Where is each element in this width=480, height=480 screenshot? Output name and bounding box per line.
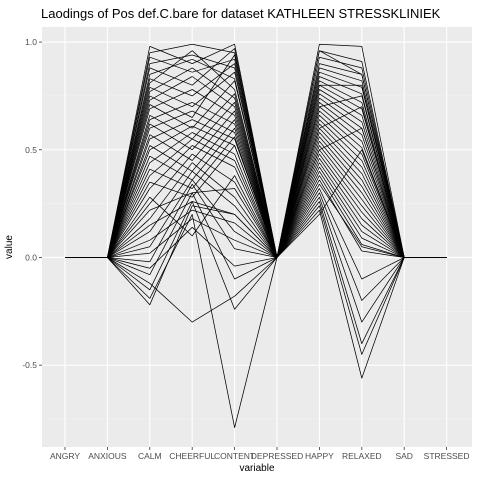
x-tick-label: ANGRY <box>50 451 80 461</box>
series-line-26 <box>65 138 447 258</box>
series-line-8 <box>65 50 447 258</box>
x-tick-label: CHEERFUL <box>169 451 215 461</box>
series-line-25 <box>65 136 447 258</box>
x-axis-title: variable <box>239 463 274 474</box>
series-line-35 <box>65 196 447 323</box>
series-line-42 <box>65 95 447 310</box>
series-line-37 <box>65 205 447 355</box>
series-line-41 <box>65 106 447 323</box>
series-line-30 <box>65 153 447 258</box>
series-line-21 <box>65 119 447 258</box>
series-line-23 <box>65 127 447 258</box>
series-line-13 <box>65 80 447 258</box>
series-line-27 <box>65 145 447 258</box>
series-line-3 <box>65 56 447 258</box>
x-tick-label: HAPPY <box>305 451 334 461</box>
series-line-17 <box>65 102 447 258</box>
series-line-31 <box>65 179 447 258</box>
series-line-32 <box>65 162 447 258</box>
series-line-11 <box>65 54 447 258</box>
x-tick-label: CONTENT <box>214 451 255 461</box>
series-line-39 <box>65 149 447 269</box>
series-line-34 <box>65 170 447 301</box>
y-tick-label: -0.5 <box>22 360 37 370</box>
series-line-29 <box>65 170 447 258</box>
chart-title: Laodings of Pos def.C.bare for dataset K… <box>41 6 441 21</box>
y-tick-label: 0.0 <box>25 252 37 262</box>
series-line-44 <box>65 50 447 306</box>
series-line-15 <box>65 93 447 258</box>
y-tick-label: 1.0 <box>25 37 37 47</box>
series-line-5 <box>65 48 447 258</box>
series-line-10 <box>65 67 447 258</box>
series-line-40 <box>65 127 447 280</box>
series-line-36 <box>65 179 447 344</box>
x-tick-label: RELAXED <box>342 451 382 461</box>
series-line-16 <box>65 102 447 258</box>
x-tick-label: DEPRESSED <box>251 451 303 461</box>
series-line-24 <box>65 132 447 258</box>
x-tick-label: SAD <box>395 451 412 461</box>
y-tick-label: 0.5 <box>25 145 37 155</box>
x-tick-label: ANXIOUS <box>88 451 127 461</box>
series-line-19 <box>65 110 447 258</box>
series-line-43 <box>65 84 447 428</box>
x-tick-label: CALM <box>138 451 162 461</box>
series-line-14 <box>65 89 447 258</box>
series-line-38 <box>65 183 447 379</box>
series-line-18 <box>65 110 447 258</box>
y-axis-title: value <box>4 235 15 259</box>
x-tick-label: STRESSED <box>424 451 470 461</box>
series-line-1 <box>65 43 447 258</box>
series-line-28 <box>65 145 447 258</box>
